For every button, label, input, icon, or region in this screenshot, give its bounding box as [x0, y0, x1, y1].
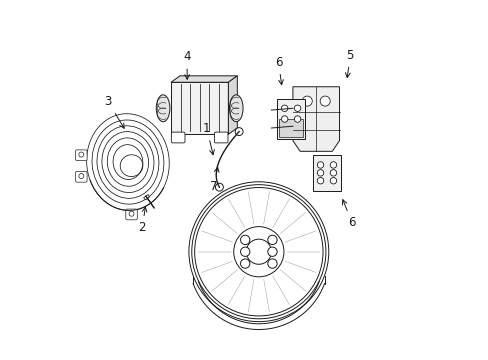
- FancyBboxPatch shape: [76, 171, 87, 182]
- Circle shape: [320, 96, 329, 106]
- Circle shape: [294, 116, 300, 122]
- Circle shape: [267, 259, 277, 268]
- FancyBboxPatch shape: [312, 155, 341, 190]
- Text: 6: 6: [274, 56, 283, 85]
- Text: 6: 6: [342, 200, 355, 229]
- Circle shape: [317, 162, 323, 168]
- Circle shape: [317, 177, 323, 184]
- FancyBboxPatch shape: [276, 99, 305, 139]
- Text: 5: 5: [345, 49, 353, 77]
- Polygon shape: [171, 82, 228, 134]
- Polygon shape: [143, 194, 149, 200]
- Ellipse shape: [229, 95, 243, 122]
- Text: 4: 4: [183, 50, 190, 79]
- Text: 1: 1: [203, 122, 214, 155]
- Ellipse shape: [156, 95, 169, 122]
- Circle shape: [329, 162, 336, 168]
- Circle shape: [240, 259, 249, 268]
- FancyBboxPatch shape: [279, 119, 303, 137]
- Circle shape: [302, 96, 312, 106]
- Circle shape: [294, 105, 300, 112]
- Circle shape: [317, 170, 323, 176]
- FancyBboxPatch shape: [171, 132, 184, 143]
- Circle shape: [329, 170, 336, 176]
- Text: 7: 7: [210, 167, 219, 193]
- Circle shape: [240, 235, 249, 244]
- Polygon shape: [292, 87, 339, 151]
- FancyBboxPatch shape: [125, 209, 137, 220]
- Polygon shape: [171, 76, 237, 82]
- Text: 2: 2: [138, 207, 147, 234]
- Circle shape: [240, 247, 249, 256]
- FancyBboxPatch shape: [76, 150, 87, 161]
- Circle shape: [329, 177, 336, 184]
- Circle shape: [267, 235, 277, 244]
- Circle shape: [281, 105, 287, 112]
- Circle shape: [281, 116, 287, 122]
- FancyBboxPatch shape: [214, 132, 227, 143]
- Polygon shape: [228, 76, 237, 134]
- Circle shape: [215, 183, 223, 191]
- Text: 3: 3: [104, 95, 124, 128]
- Circle shape: [235, 128, 243, 135]
- Circle shape: [267, 247, 277, 256]
